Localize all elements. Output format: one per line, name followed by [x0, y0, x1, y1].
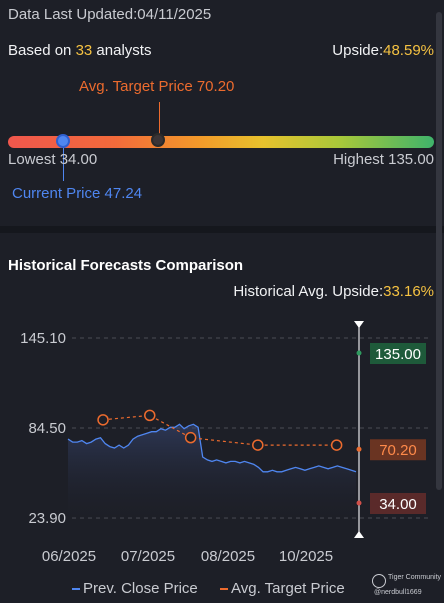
analyst-count-text: Based on 33 analysts: [8, 42, 151, 59]
avg-target-point: [330, 439, 343, 451]
watermark-brand: Tiger Community: [388, 574, 442, 581]
low-marker-dot: [356, 500, 362, 506]
based-on-suffix: analysts: [92, 42, 152, 59]
legend-close-price[interactable]: Prev. Close Price: [72, 580, 198, 597]
updated-date: 04/11/2025: [137, 6, 212, 23]
historical-upside-value: 33.16%: [383, 283, 434, 300]
current-price-label: Current Price 47.24: [12, 185, 143, 202]
section-divider: [0, 226, 444, 233]
avg-price-tag-label: 70.20: [379, 442, 417, 459]
low-price-tag: [370, 493, 426, 514]
avg-target-point: [97, 414, 109, 426]
historical-forecast-chart[interactable]: 145.10 84.50 23.90 06/2025 07/2025 08/2025 10…: [0, 310, 444, 575]
low-price-tag-label: 34.00: [379, 496, 417, 513]
historical-upside-label: Historical Avg. Upside:: [233, 283, 384, 300]
x-tick-label: 08/2025: [201, 548, 255, 565]
avg-target-point: [184, 431, 197, 444]
watermark-user: @nerdbull1669: [374, 589, 422, 596]
avg-target-label: Avg. Target Price 70.20: [79, 78, 235, 95]
cursor-top-handle: [354, 321, 364, 328]
avg-price-tag: [370, 439, 426, 461]
high-marker-dot: [356, 350, 362, 356]
avg-target-point: [144, 409, 156, 422]
current-price-marker[interactable]: [56, 134, 70, 148]
upside-value: 48.59%: [383, 42, 434, 59]
close-price-line: [67, 423, 357, 473]
legend-avg-target[interactable]: Avg. Target Price: [220, 580, 345, 597]
y-tick-label: 145.10: [20, 330, 66, 347]
tiger-logo-icon: [372, 574, 386, 588]
avg-marker-dot: [356, 446, 362, 452]
upside-text: Upside:48.59%: [332, 42, 434, 59]
avg-target-line: [102, 414, 337, 446]
x-tick-label: 10/2025: [279, 548, 333, 565]
y-tick-label: 23.90: [28, 510, 66, 527]
high-price-tag: [370, 343, 426, 364]
avg-target-marker[interactable]: [151, 133, 165, 147]
y-tick-label: 84.50: [28, 420, 66, 437]
analyst-count: 33: [75, 42, 93, 59]
avg-target-connector: [159, 102, 160, 142]
historical-avg-upside: Historical Avg. Upside:33.16%: [233, 283, 434, 300]
based-on-prefix: Based on: [8, 42, 76, 59]
current-price-connector: [63, 147, 64, 181]
high-price-tag-label: 135.00: [375, 346, 421, 363]
x-tick-label: 07/2025: [121, 548, 175, 565]
historical-forecasts-title: Historical Forecasts Comparison: [8, 257, 244, 274]
price-range-bar: [8, 136, 434, 148]
close-price-area: [68, 424, 356, 518]
lowest-price-label: Lowest 34.00: [8, 151, 98, 168]
avg-target-point: [252, 439, 264, 451]
data-updated-text: Data Last Updated:04/11/2025: [8, 6, 211, 23]
cursor-bottom-handle: [354, 531, 364, 538]
x-tick-label: 06/2025: [42, 548, 96, 565]
scrollbar[interactable]: [436, 12, 442, 490]
updated-label: Data Last Updated:: [8, 6, 138, 23]
highest-price-label: Highest 135.00: [333, 151, 434, 168]
upside-label: Upside:: [332, 42, 384, 59]
